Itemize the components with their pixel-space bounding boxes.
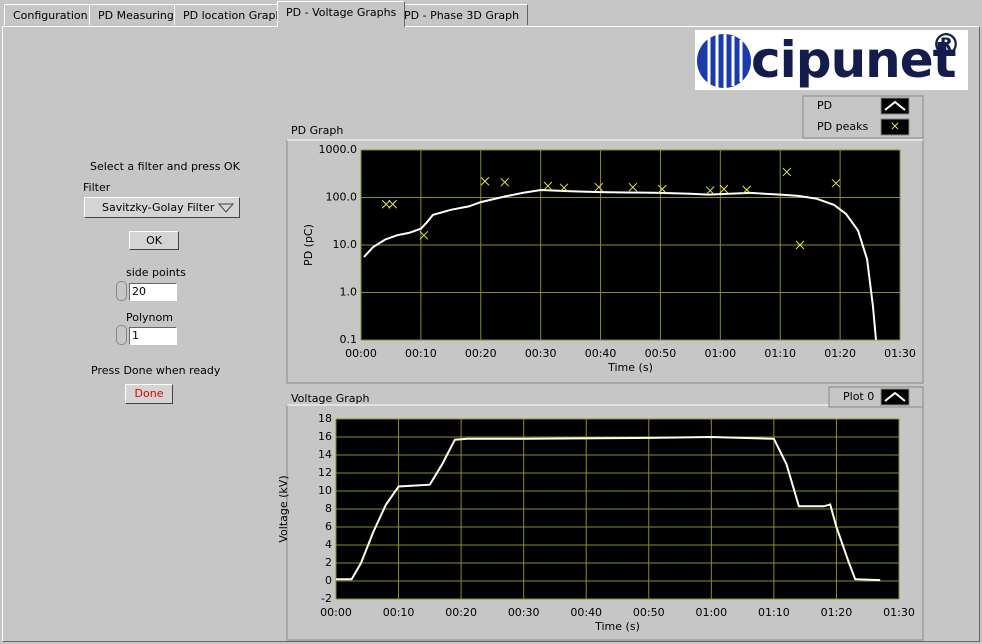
tab[interactable]: PD - Voltage Graphs — [277, 1, 406, 27]
tab-panel — [2, 26, 980, 642]
ok-button[interactable]: OK — [129, 231, 179, 250]
tab[interactable]: PD - Phase 3D Graph — [395, 4, 529, 25]
side-points-label: side points — [126, 266, 186, 279]
logo-mark: ® — [931, 28, 961, 63]
done-prompt: Press Done when ready — [91, 364, 221, 377]
polynom-spinner[interactable] — [116, 325, 127, 345]
instruction: Select a filter and press OK — [90, 160, 240, 173]
side-points-input[interactable]: 20 — [129, 283, 177, 301]
done-button[interactable]: Done — [125, 384, 173, 404]
polynom-label: Polynom — [126, 311, 173, 324]
filter-label: Filter — [83, 181, 111, 194]
logo: cipunet ® — [695, 28, 968, 90]
tab[interactable]: PD Measuring — [89, 4, 183, 25]
polynom-input[interactable]: 1 — [129, 327, 177, 345]
side-points-spinner[interactable] — [116, 281, 127, 301]
logo-icon — [697, 34, 751, 88]
filter-value: Savitzky-Golay Filter — [102, 201, 215, 214]
logo-text: cipunet — [751, 31, 957, 89]
filter-dropdown[interactable]: Savitzky-Golay Filter — [84, 197, 240, 218]
tab[interactable]: Configuration — [4, 4, 97, 25]
tab[interactable]: PD location Graph — [174, 4, 292, 25]
dropdown-arrow — [218, 203, 234, 213]
